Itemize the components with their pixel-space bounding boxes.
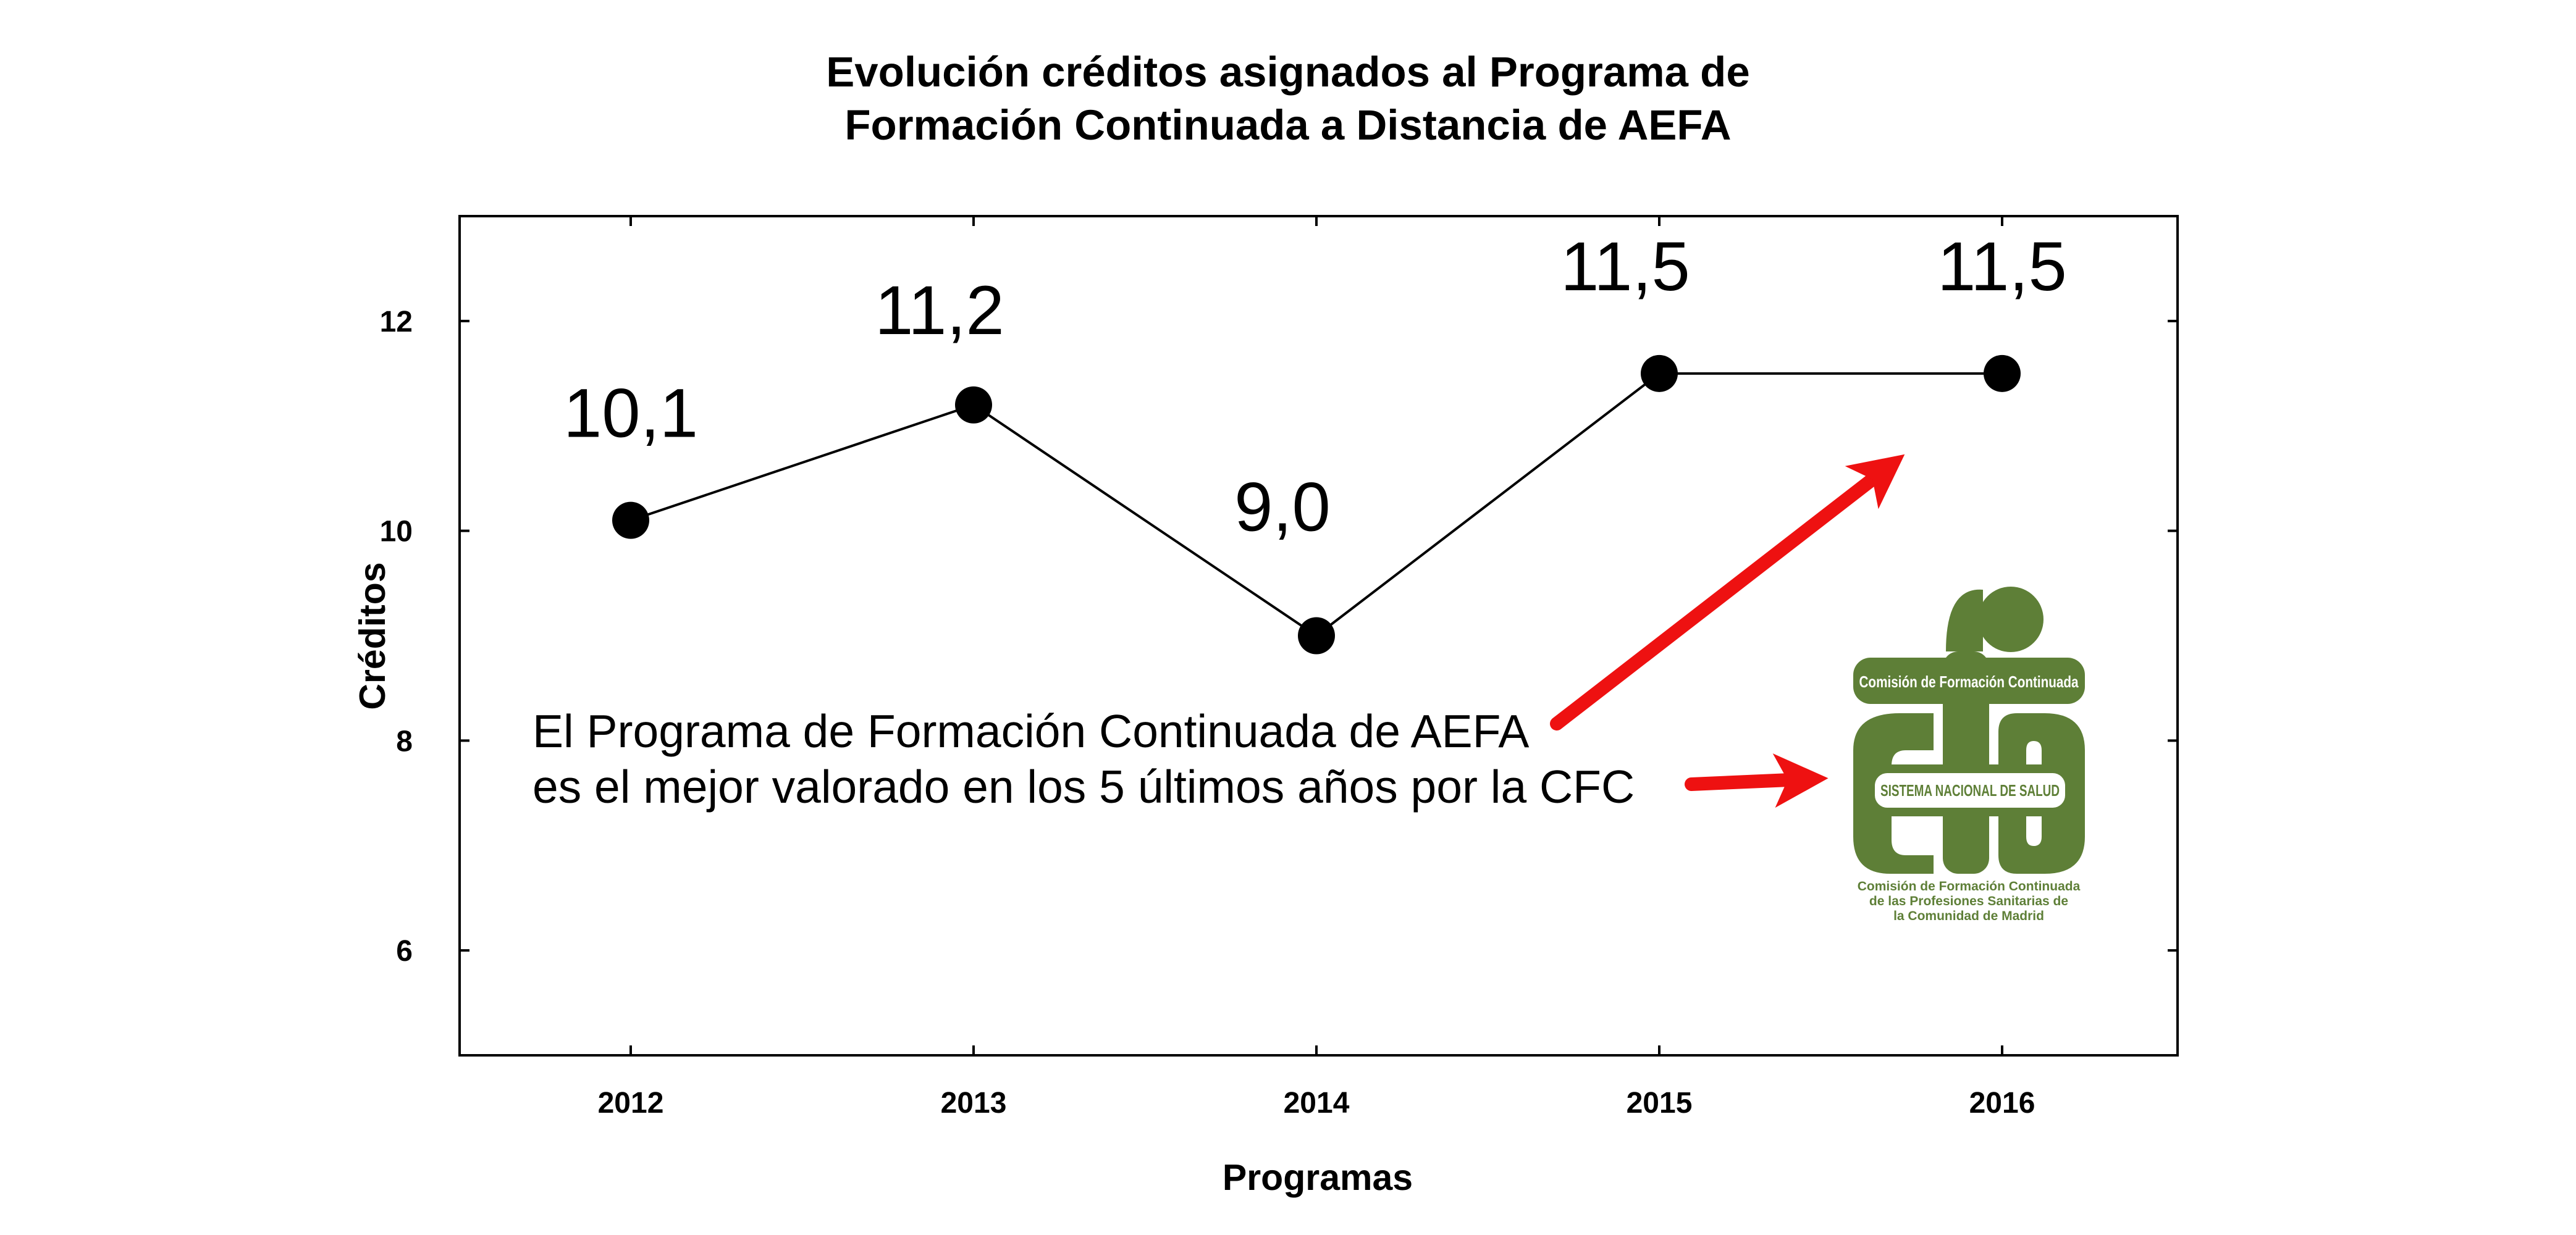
data-label: 10,1 [563,375,698,452]
data-label: 11,2 [875,272,1004,349]
data-point [1641,354,1678,392]
data-labels: 10,1 11,2 9,0 11,5 11,5 [563,228,2067,546]
logo-head [1978,587,2044,652]
data-point [955,386,992,424]
arrow-to-logo [1685,753,1829,808]
x-tick-label: 2016 [1969,1087,2035,1120]
annotation-line-1: El Programa de Formación Continuada de A… [532,705,1529,757]
y-tick-label: 8 [396,725,413,758]
logo-caption-line-1: Comisión de Formación Continuada [1858,879,2081,894]
chart-title-line-2: Formación Continuada a Distancia de AEFA [844,101,1731,149]
y-tick-labels: 6 8 10 12 [380,306,413,968]
arrow-to-trend [1550,454,1905,731]
data-point [1298,617,1335,655]
axis-ticks [460,216,2178,1055]
data-label: 11,5 [1560,228,1690,305]
annotation-line-2: es el mejor valorado en los 5 últimos añ… [532,761,1635,813]
x-tick-label: 2014 [1284,1087,1350,1120]
x-tick-label: 2013 [941,1087,1007,1120]
logo-middle-band-inner [1875,773,2065,808]
x-tick-labels: 2012 2013 2014 2015 2016 [598,1087,2035,1120]
y-tick-label: 6 [396,935,413,968]
logo-letter-c [1853,713,1934,874]
logo-middle-band-text: SISTEMA NACIONAL DE SALUD [1880,781,2060,800]
logo-trunk-body [1943,651,1989,874]
logo-caption-line-2: de las Profesiones Sanitarias de [1869,894,2068,908]
logo-caption-line-3: la Comunidad de Madrid [1893,909,2044,923]
y-axis-label: Créditos [352,562,393,710]
x-tick-label: 2012 [598,1087,664,1120]
logo-top-band [1853,658,2085,704]
y-tick-label: 10 [380,516,413,548]
x-axis-label: Programas [1223,1157,1413,1198]
cfc-logo: Comisión de Formación Continuada SISTEMA… [1853,587,2085,923]
series-markers [612,354,2021,655]
data-label: 9,0 [1234,469,1331,546]
plot-frame [458,215,2179,1057]
chart-title-line-1: Evolución créditos asignados al Programa… [826,48,1749,96]
logo-trunk [1946,589,1983,651]
logo-top-band-text: Comisión de Formación Continuada [1859,672,2079,691]
x-tick-label: 2015 [1627,1087,1693,1120]
data-point [1984,354,2021,392]
y-tick-label: 12 [380,306,413,338]
data-label: 11,5 [1937,228,2067,305]
data-point [612,501,649,539]
